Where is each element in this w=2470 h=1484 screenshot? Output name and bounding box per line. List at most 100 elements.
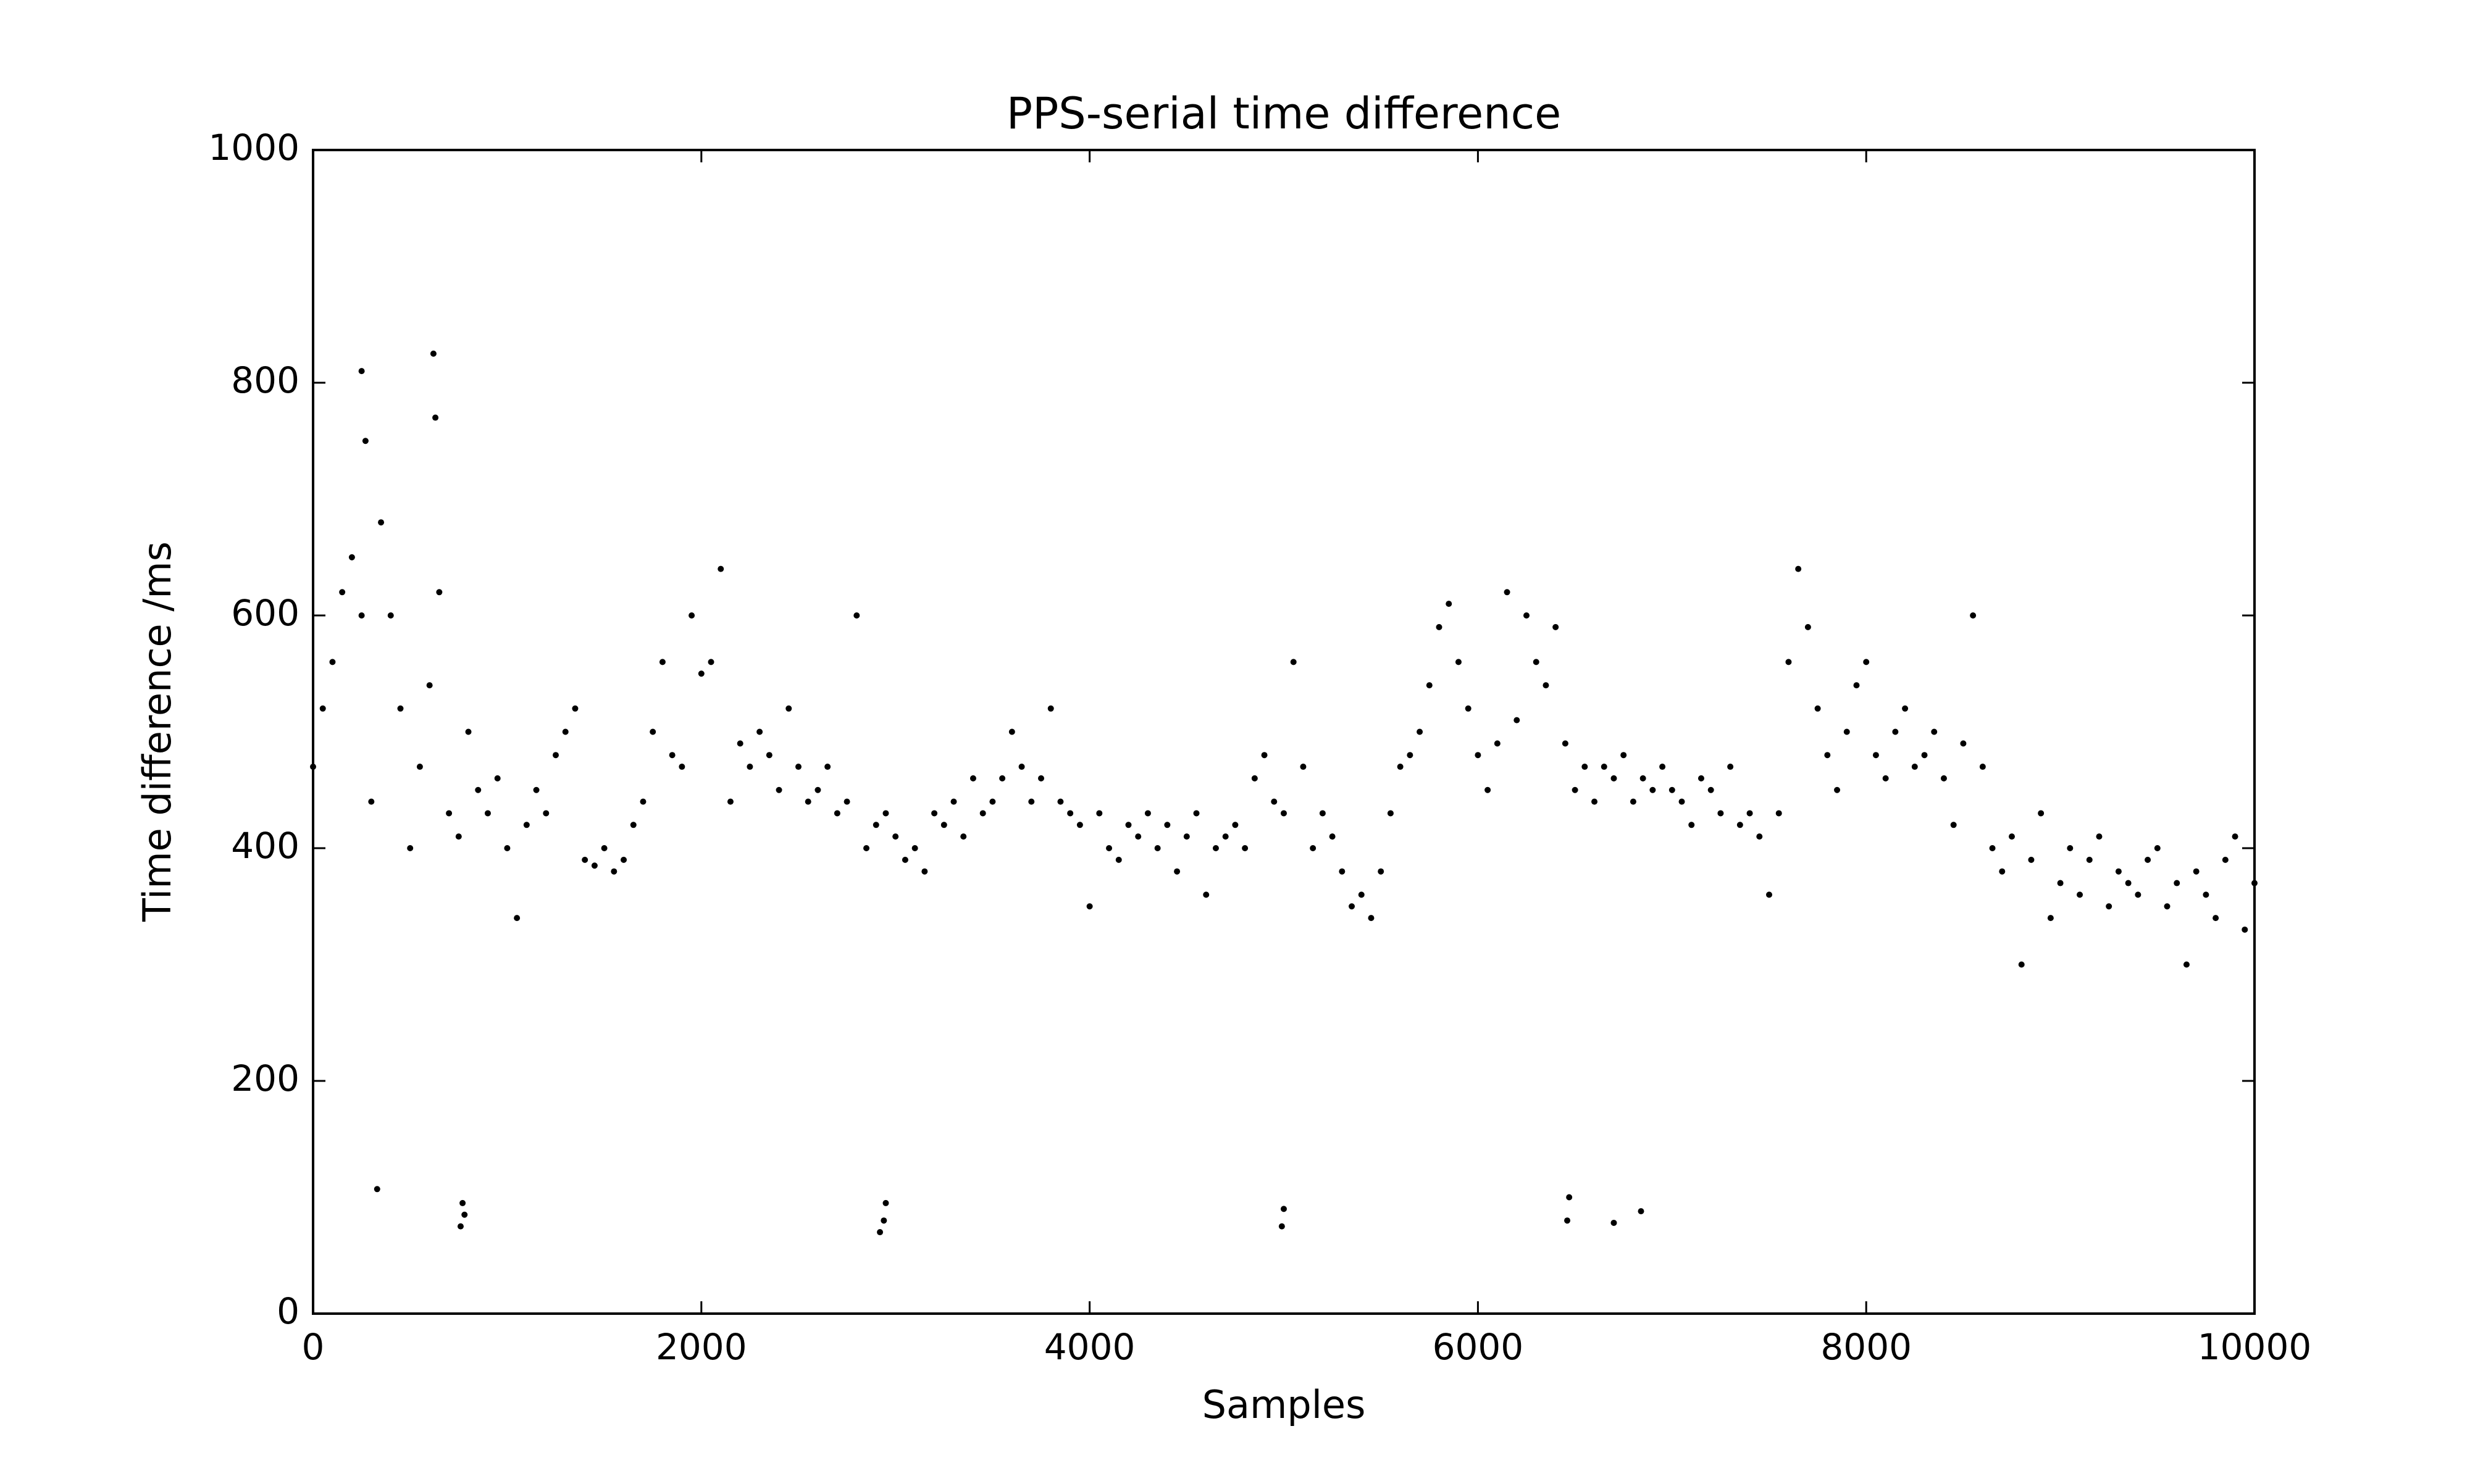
point bbox=[1484, 786, 1491, 793]
point bbox=[650, 728, 656, 735]
point bbox=[1572, 786, 1578, 793]
point bbox=[1212, 845, 1219, 851]
point bbox=[1659, 764, 1666, 770]
point bbox=[2047, 915, 2054, 922]
point bbox=[1038, 775, 1044, 782]
point bbox=[902, 856, 908, 863]
point bbox=[1552, 623, 1559, 630]
point bbox=[882, 1199, 889, 1206]
point bbox=[1222, 833, 1229, 840]
point bbox=[853, 612, 860, 619]
point bbox=[1455, 659, 1462, 665]
point bbox=[1261, 752, 1268, 759]
y-tick-label: 1000 bbox=[208, 127, 299, 169]
point bbox=[407, 845, 414, 851]
point bbox=[1766, 891, 1772, 898]
point bbox=[2174, 880, 2180, 886]
point bbox=[1106, 845, 1113, 851]
plot-area bbox=[310, 350, 2258, 1236]
point bbox=[2154, 845, 2161, 851]
point bbox=[494, 775, 501, 782]
point bbox=[756, 728, 763, 735]
point bbox=[572, 705, 579, 712]
point bbox=[1727, 764, 1734, 770]
point bbox=[1834, 786, 1841, 793]
point bbox=[1174, 868, 1181, 875]
point bbox=[1804, 623, 1811, 630]
point bbox=[459, 1199, 466, 1206]
point bbox=[1349, 903, 1355, 910]
x-tick-label: 10000 bbox=[2198, 1326, 2312, 1368]
point bbox=[1154, 845, 1161, 851]
point bbox=[533, 786, 540, 793]
point bbox=[1076, 822, 1083, 828]
point bbox=[1271, 798, 1278, 805]
point bbox=[465, 728, 472, 735]
point bbox=[1717, 810, 1724, 817]
point bbox=[2067, 845, 2074, 851]
point bbox=[2183, 961, 2190, 968]
point bbox=[1843, 728, 1850, 735]
point bbox=[911, 845, 918, 851]
point bbox=[689, 612, 695, 619]
point bbox=[1115, 856, 1122, 863]
point bbox=[921, 868, 928, 875]
point bbox=[1940, 775, 1947, 782]
point bbox=[1281, 1206, 1287, 1212]
point bbox=[329, 659, 336, 665]
point bbox=[1018, 764, 1025, 770]
point bbox=[2115, 868, 2122, 875]
point bbox=[1630, 798, 1636, 805]
point bbox=[1795, 565, 1802, 572]
point bbox=[989, 798, 996, 805]
point bbox=[2145, 856, 2151, 863]
point bbox=[1378, 868, 1384, 875]
point bbox=[1853, 682, 1860, 689]
point bbox=[1931, 728, 1938, 735]
point bbox=[1746, 810, 1753, 817]
point bbox=[776, 786, 782, 793]
point bbox=[1678, 798, 1685, 805]
point bbox=[698, 670, 705, 677]
point bbox=[969, 775, 976, 782]
point bbox=[2057, 880, 2064, 886]
point bbox=[2193, 868, 2200, 875]
x-tick-label: 8000 bbox=[1820, 1326, 1912, 1368]
plot-frame bbox=[312, 149, 2256, 1315]
point bbox=[737, 740, 743, 747]
point bbox=[397, 705, 404, 712]
point bbox=[1135, 833, 1142, 840]
point bbox=[582, 856, 588, 863]
point bbox=[766, 752, 772, 759]
point bbox=[727, 798, 734, 805]
point bbox=[319, 705, 326, 712]
point bbox=[1047, 705, 1054, 712]
point bbox=[2077, 891, 2083, 898]
point bbox=[1688, 822, 1695, 828]
point bbox=[2018, 961, 2025, 968]
y-tick-label: 0 bbox=[277, 1290, 299, 1332]
point bbox=[2222, 856, 2229, 863]
point bbox=[2232, 833, 2238, 840]
point bbox=[1183, 833, 1190, 840]
point bbox=[461, 1211, 468, 1218]
point bbox=[960, 833, 967, 840]
point bbox=[1564, 1217, 1571, 1224]
point bbox=[1407, 752, 1413, 759]
point bbox=[1668, 786, 1675, 793]
point bbox=[1368, 915, 1375, 922]
x-tick-label: 2000 bbox=[656, 1326, 747, 1368]
point bbox=[931, 810, 938, 817]
point bbox=[1639, 775, 1646, 782]
point bbox=[873, 822, 879, 828]
point bbox=[1921, 752, 1928, 759]
point bbox=[2203, 891, 2209, 898]
point bbox=[1446, 601, 1452, 607]
point bbox=[2106, 903, 2112, 910]
point bbox=[1979, 764, 1986, 770]
point bbox=[844, 798, 850, 805]
point bbox=[1475, 752, 1481, 759]
point bbox=[882, 810, 889, 817]
point bbox=[1358, 891, 1365, 898]
